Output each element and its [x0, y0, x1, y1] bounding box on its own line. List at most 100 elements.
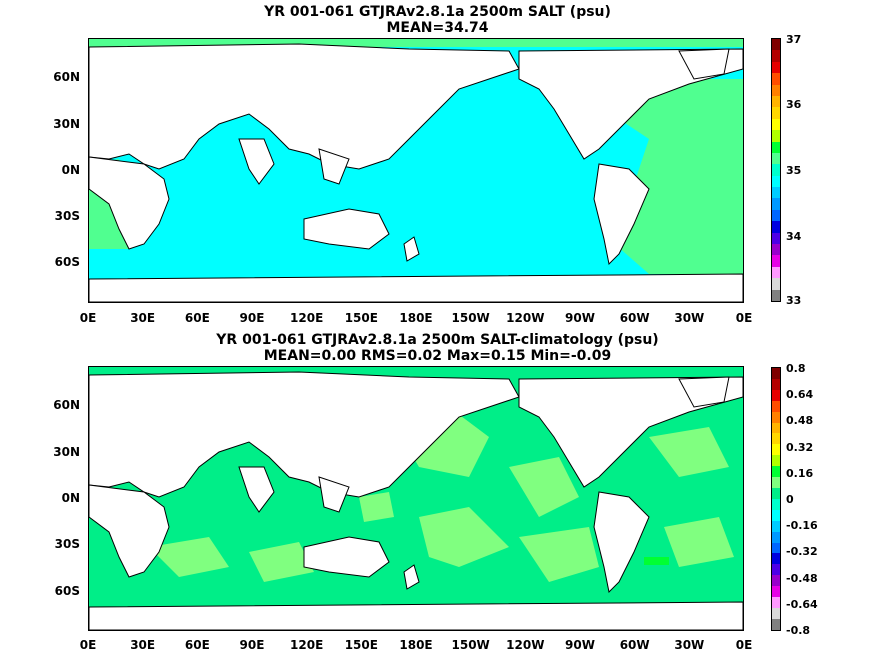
bottom-lat-30n: 30N	[53, 445, 80, 459]
top-lon-label: 30E	[130, 311, 156, 325]
bottom-title-line2: MEAN=0.00 RMS=0.02 Max=0.15 Min=-0.09	[263, 348, 612, 364]
top-cbar-33: 33	[786, 294, 802, 307]
bottom-colorbar-segment	[772, 575, 780, 587]
bottom-cbar-label: 0.8	[786, 362, 806, 375]
bottom-cbar-label: 0.32	[786, 440, 814, 454]
top-lat-0n: 0N	[61, 163, 80, 177]
bottom-lon-label: 120E	[290, 638, 324, 652]
top-cbar-37: 37	[786, 33, 802, 46]
bottom-lon-label: 0E	[735, 638, 753, 652]
bottom-lon-label: 150W	[451, 638, 490, 652]
bottom-cbar-label: 0	[786, 493, 794, 506]
top-lat-60n: 60N	[53, 70, 80, 84]
bottom-colorbar-segment	[772, 597, 780, 608]
top-cbar-36: 36	[786, 98, 802, 111]
top-landmasses	[89, 43, 743, 302]
bottom-colorbar-segment	[772, 400, 780, 412]
top-lon-label: 30W	[674, 311, 705, 325]
top-colorbar-segment	[772, 95, 780, 108]
top-colorbar-segment	[772, 152, 780, 165]
top-colorbar-segment	[772, 61, 780, 74]
top-colorbar-segment	[772, 221, 780, 233]
top-lon-label: 180E	[399, 311, 433, 325]
bottom-colorbar-segment	[772, 618, 780, 630]
bottom-lon-label: 180E	[399, 638, 433, 652]
bottom-colorbar-segment	[772, 422, 780, 434]
bottom-colorbar-segment	[772, 586, 780, 598]
bottom-cbar-label: -0.64	[786, 597, 818, 611]
top-colorbar-segment	[772, 118, 780, 131]
top-title-line1: YR 001-061 GTJRAv2.8.1a 2500m SALT (psu)	[264, 4, 611, 20]
bottom-lat-0n: 0N	[61, 491, 80, 505]
bottom-colorbar-segment	[772, 389, 780, 401]
top-colorbar-segment	[772, 278, 780, 290]
bottom-colorbar-segment	[772, 607, 780, 619]
bottom-colorbar-segment	[772, 520, 780, 532]
top-lon-label: 0E	[79, 311, 97, 325]
top-lon-label: 60W	[619, 311, 650, 325]
top-lat-60s: 60S	[54, 255, 80, 269]
bottom-lon-label: 120W	[506, 638, 545, 652]
top-lon-label: 150W	[451, 311, 490, 325]
top-colorbar-segment	[772, 73, 780, 85]
top-lon-label: 90W	[565, 311, 595, 325]
top-colorbar-segment	[772, 198, 780, 210]
bottom-lon-label: 90W	[565, 638, 595, 652]
bottom-colorbar-segment	[772, 466, 780, 478]
top-cbar-34: 34	[786, 230, 802, 243]
bottom-colorbar-segment	[772, 411, 780, 423]
bottom-landmasses	[89, 371, 743, 630]
bottom-colorbar-segment	[772, 433, 780, 445]
top-colorbar-segment	[772, 50, 780, 62]
bottom-title-line1: YR 001-061 GTJRAv2.8.1a 2500m SALT-clima…	[216, 332, 659, 348]
top-colorbar-segment	[772, 209, 780, 222]
top-lon-label: 150E	[344, 311, 378, 325]
bottom-lon-label: 60W	[619, 638, 650, 652]
bottom-colorbar-segment	[772, 444, 780, 456]
bottom-lat-60s: 60S	[54, 584, 80, 598]
top-colorbar-segment	[772, 255, 780, 267]
bottom-colorbar-segment	[772, 487, 780, 499]
bottom-lat-60n: 60N	[53, 398, 80, 412]
bottom-lon-label: 0E	[79, 638, 97, 652]
top-lon-label: 90E	[239, 311, 265, 325]
top-lat-30n: 30N	[53, 117, 80, 131]
top-colorbar-segment	[772, 130, 780, 142]
top-lon-label: 120W	[506, 311, 545, 325]
top-colorbar-segment	[772, 266, 780, 279]
bottom-lon-label: 150E	[344, 638, 378, 652]
top-lat-30s: 30S	[54, 209, 80, 223]
top-colorbar-segment	[772, 175, 780, 188]
top-colorbar-segment	[772, 141, 780, 153]
bottom-colorbar-segment	[772, 368, 780, 379]
bottom-lat-30s: 30S	[54, 537, 80, 551]
bottom-cbar-label: -0.8	[786, 624, 811, 637]
top-lon-label: 0E	[735, 311, 753, 325]
top-colorbar-segment	[772, 289, 780, 301]
top-colorbar-segment	[772, 187, 780, 199]
bottom-cbar-label: 0.64	[786, 388, 814, 402]
top-lon-label: 120E	[290, 311, 324, 325]
bottom-colorbar-segment	[772, 553, 780, 565]
bottom-colorbar-segment	[772, 477, 780, 488]
bottom-colorbar-segment	[772, 531, 780, 543]
bottom-cbar-label: -0.16	[786, 519, 818, 533]
top-salinity-map	[88, 38, 744, 303]
top-title-line2: MEAN=34.74	[386, 20, 489, 36]
bottom-anomaly-map	[88, 366, 744, 631]
bottom-cbar-label: -0.48	[786, 571, 818, 585]
top-colorbar-segment	[772, 84, 780, 96]
bottom-cbar-label: -0.32	[786, 545, 818, 559]
bottom-cbar-label: 0.48	[786, 414, 814, 428]
bottom-colorbar-segment	[772, 498, 780, 510]
top-colorbar-segment	[772, 232, 780, 245]
bottom-lon-label: 30E	[130, 638, 156, 652]
top-colorbar	[771, 38, 781, 302]
bottom-colorbar-segment	[772, 455, 780, 467]
top-colorbar-segment	[772, 244, 780, 256]
top-cbar-35: 35	[786, 164, 802, 177]
bottom-colorbar-segment	[772, 542, 780, 554]
bottom-colorbar-segment	[772, 378, 780, 390]
top-colorbar-segment	[772, 164, 780, 176]
top-colorbar-segment	[772, 107, 780, 119]
